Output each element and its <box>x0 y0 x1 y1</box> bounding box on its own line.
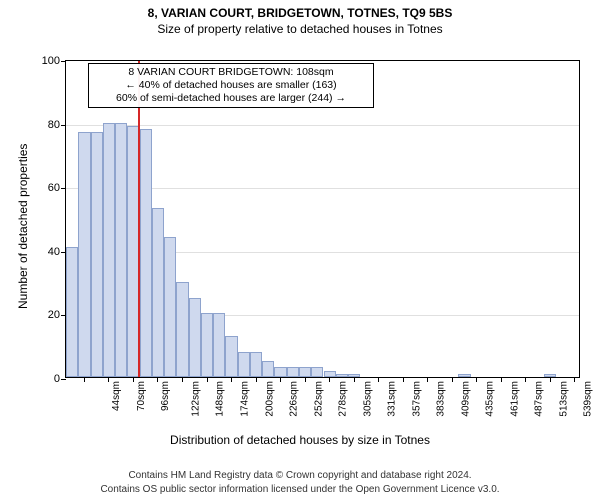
x-tick-mark <box>378 377 379 382</box>
x-tick-label: 278sqm <box>338 381 349 417</box>
histogram-bar <box>164 237 176 377</box>
x-tick-mark <box>108 377 109 382</box>
x-tick-mark <box>133 377 134 382</box>
histogram-bar <box>78 132 90 377</box>
y-tick-label: 100 <box>42 55 60 67</box>
y-tick-label: 40 <box>48 246 60 258</box>
x-tick-label: 487sqm <box>534 381 545 417</box>
histogram-bar <box>152 208 164 377</box>
histogram-bar <box>311 367 323 377</box>
x-tick-mark <box>550 377 551 382</box>
x-tick-label: 539sqm <box>583 381 594 417</box>
x-tick-label: 435sqm <box>485 381 496 417</box>
x-tick-label: 200sqm <box>264 381 275 417</box>
x-tick-label: 513sqm <box>558 381 569 417</box>
chart-title: 8, VARIAN COURT, BRIDGETOWN, TOTNES, TQ9… <box>0 6 600 20</box>
x-tick-label: 409sqm <box>460 381 471 417</box>
x-tick-mark <box>403 377 404 382</box>
y-tick-mark <box>61 379 66 380</box>
histogram-bar <box>91 132 103 377</box>
x-tick-label: 70sqm <box>136 381 147 411</box>
y-tick-mark <box>61 61 66 62</box>
histogram-bar <box>213 313 225 377</box>
y-tick-label: 20 <box>48 309 60 321</box>
x-tick-mark <box>182 377 183 382</box>
x-tick-label: 44sqm <box>111 381 122 411</box>
histogram-bar <box>189 298 201 378</box>
x-tick-mark <box>354 377 355 382</box>
y-tick-label: 60 <box>48 182 60 194</box>
histogram-bar <box>250 352 262 377</box>
y-gridline <box>66 125 579 126</box>
x-axis-label: Distribution of detached houses by size … <box>0 433 600 447</box>
histogram-bar <box>287 367 299 377</box>
annotation-line: 60% of semi-detached houses are larger (… <box>95 92 367 105</box>
x-tick-label: 226sqm <box>289 381 300 417</box>
y-tick-label: 0 <box>54 373 60 385</box>
annotation-line: ← 40% of detached houses are smaller (16… <box>95 79 367 92</box>
histogram-bar <box>176 282 188 377</box>
x-tick-mark <box>452 377 453 382</box>
histogram-bar <box>115 123 127 377</box>
footer-line-1: Contains HM Land Registry data © Crown c… <box>0 470 600 481</box>
y-tick-label: 80 <box>48 119 60 131</box>
x-tick-label: 122sqm <box>191 381 202 417</box>
x-tick-label: 148sqm <box>215 381 226 417</box>
x-tick-label: 331sqm <box>387 381 398 417</box>
x-tick-label: 96sqm <box>160 381 171 411</box>
histogram-bar <box>274 367 286 377</box>
histogram-bar <box>225 336 237 377</box>
annotation-line: 8 VARIAN COURT BRIDGETOWN: 108sqm <box>95 66 367 79</box>
annotation-box: 8 VARIAN COURT BRIDGETOWN: 108sqm← 40% o… <box>88 63 374 108</box>
y-tick-mark <box>61 188 66 189</box>
x-tick-mark <box>280 377 281 382</box>
x-tick-label: 461sqm <box>509 381 520 417</box>
histogram-bar <box>201 313 213 377</box>
x-tick-mark <box>476 377 477 382</box>
x-tick-label: 357sqm <box>411 381 422 417</box>
x-tick-label: 252sqm <box>313 381 324 417</box>
x-tick-mark <box>574 377 575 382</box>
y-tick-mark <box>61 125 66 126</box>
footer-line-2: Contains OS public sector information li… <box>0 484 600 495</box>
chart-stage: 8, VARIAN COURT, BRIDGETOWN, TOTNES, TQ9… <box>0 0 600 500</box>
histogram-bar <box>238 352 250 377</box>
histogram-bar <box>299 367 311 377</box>
histogram-bar <box>66 247 78 377</box>
x-tick-mark <box>157 377 158 382</box>
x-tick-mark <box>501 377 502 382</box>
x-tick-mark <box>329 377 330 382</box>
x-tick-mark <box>525 377 526 382</box>
x-tick-label: 383sqm <box>436 381 447 417</box>
marker-line <box>138 61 140 377</box>
x-tick-mark <box>305 377 306 382</box>
x-tick-mark <box>84 377 85 382</box>
y-axis-label: Number of detached properties <box>16 144 30 309</box>
histogram-bar <box>103 123 115 377</box>
histogram-bar <box>140 129 152 377</box>
x-tick-label: 305sqm <box>362 381 373 417</box>
chart-subtitle: Size of property relative to detached ho… <box>0 22 600 36</box>
x-tick-mark <box>207 377 208 382</box>
x-tick-mark <box>427 377 428 382</box>
histogram-bar <box>458 374 470 377</box>
histogram-bar <box>262 361 274 377</box>
x-tick-mark <box>231 377 232 382</box>
x-tick-label: 174sqm <box>240 381 251 417</box>
x-tick-mark <box>256 377 257 382</box>
histogram-bar <box>336 374 348 377</box>
